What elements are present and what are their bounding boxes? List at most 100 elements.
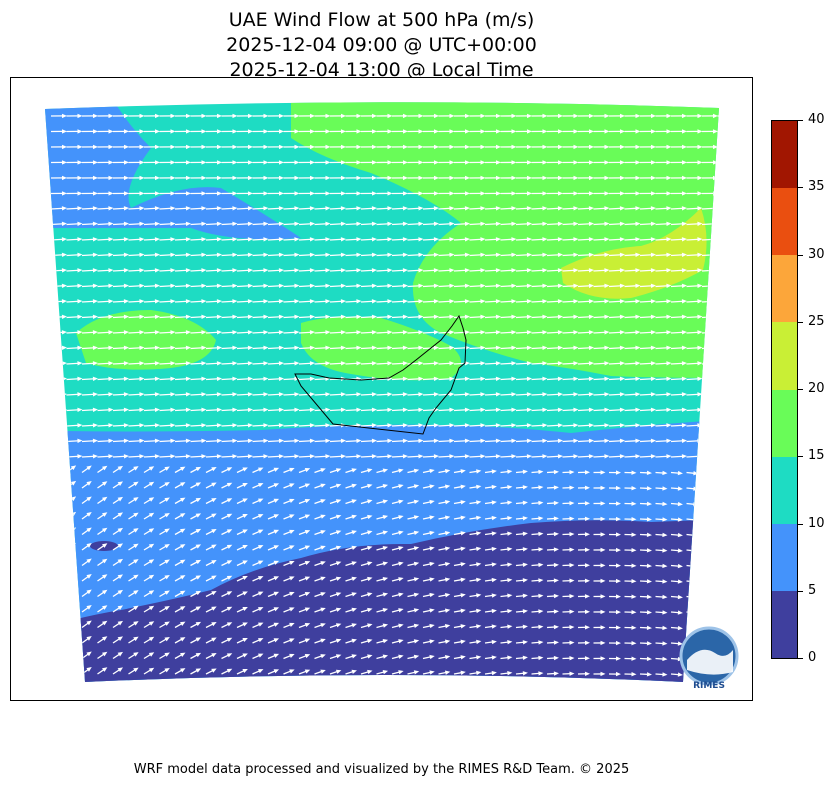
wind-arrow-shaft [252, 331, 266, 334]
wind-arrow-shaft [283, 378, 297, 381]
wind-arrow-shaft [453, 285, 468, 288]
wind-arrow-head [681, 221, 687, 227]
wind-arrow-shaft [593, 347, 607, 350]
wind-arrow-head [573, 438, 579, 444]
wind-arrow-head [604, 268, 610, 273]
wind-arrow-shaft [407, 223, 421, 226]
wind-arrow-shaft [66, 409, 80, 412]
wind-arrow-head [677, 672, 683, 677]
wind-arrow-head [247, 407, 253, 413]
wind-arrow-head [522, 609, 528, 614]
wind-arrow-head [460, 655, 466, 660]
wind-arrow-head [170, 314, 176, 320]
wind-arrow-head [526, 175, 532, 181]
wind-arrow-head [476, 562, 482, 567]
wind-arrow-head [444, 546, 451, 551]
wind-arrow-shaft [112, 455, 127, 458]
wind-arrow-head [429, 670, 435, 675]
wind-arrow-head [666, 392, 672, 397]
wind-arrow-shaft [205, 362, 220, 365]
wind-arrow-head [273, 638, 280, 643]
wind-arrow-head [677, 641, 683, 646]
wind-arrow-shaft [717, 300, 719, 303]
wind-arrow-shaft [531, 393, 545, 396]
wind-arrow-head [650, 221, 656, 227]
wind-arrow-head [211, 560, 217, 565]
wind-arrow-head [569, 562, 575, 568]
wind-arrow-shaft [686, 269, 700, 272]
wind-arrow-head [615, 501, 621, 506]
wind-arrow-head [635, 283, 641, 289]
wind-arrow-head [573, 221, 579, 227]
wind-arrow-head [433, 361, 439, 366]
wind-arrow-head [449, 330, 455, 335]
wind-arrow-head [522, 500, 528, 505]
wind-arrow-head [584, 501, 590, 506]
wind-arrow-shaft [376, 223, 390, 226]
wind-arrow-head [728, 191, 733, 195]
wind-arrow-head [444, 499, 451, 505]
wind-arrow-head [154, 376, 160, 382]
colorbar-segment [772, 456, 797, 524]
wind-arrow-shaft [174, 285, 189, 288]
wind-arrow-head [604, 252, 610, 258]
wind-arrow-head [650, 129, 656, 134]
wind-arrow-head [387, 392, 393, 397]
wind-arrow-shaft [298, 424, 313, 427]
wind-arrow-head [335, 638, 342, 643]
wind-arrow-shaft [66, 285, 80, 288]
wind-arrow-head [356, 330, 362, 335]
wind-arrow-head [650, 376, 656, 382]
wind-arrow-head [294, 160, 300, 165]
wind-arrow-shaft [143, 455, 158, 458]
wind-arrow-head [619, 252, 625, 258]
wind-arrow-shaft [562, 362, 576, 365]
wind-arrow-head [294, 454, 300, 459]
wind-arrow-shaft [252, 223, 266, 226]
wind-arrow-head [402, 237, 408, 242]
wind-arrow-head [263, 438, 269, 444]
wind-arrow-head [382, 515, 389, 520]
wind-arrow-head [619, 175, 625, 181]
wind-arrow-shaft [593, 300, 607, 303]
wind-arrow-head [77, 221, 83, 227]
wind-arrow-head [61, 144, 67, 150]
wind-arrow-head [139, 144, 145, 150]
wind-arrow-head [650, 252, 656, 258]
wind-arrow-head [600, 594, 606, 599]
rimes-logo: RIMES [679, 626, 739, 691]
wind-arrow-head [195, 482, 202, 487]
wind-arrow-shaft [717, 580, 719, 583]
wind-arrow-shaft [469, 238, 483, 241]
wind-arrow-head [164, 497, 170, 502]
wind-arrow-shaft [81, 409, 96, 412]
wind-arrow-head [263, 314, 269, 320]
wind-arrow-head [351, 561, 357, 566]
wind-arrow-head [444, 670, 451, 675]
wind-arrow-head [367, 576, 373, 582]
wind-arrow-head [340, 129, 346, 134]
wind-arrow-head [273, 467, 280, 472]
wind-arrow-head [588, 191, 594, 196]
wind-arrow-head [55, 480, 61, 486]
wind-arrow-head [491, 562, 497, 567]
wind-arrow-head [242, 653, 248, 658]
wind-arrow-head [495, 113, 501, 119]
wind-arrow-head [382, 592, 389, 597]
wind-arrow-head [232, 330, 238, 335]
wind-arrow-head [631, 486, 637, 491]
wind-arrow-head [340, 392, 346, 397]
wind-arrow-head [86, 620, 92, 626]
wind-arrow-head [340, 221, 346, 227]
wind-arrow-head [320, 483, 326, 488]
wind-arrow-head [226, 606, 233, 611]
wind-arrow-head [418, 423, 424, 428]
wind-arrow-head [273, 483, 280, 488]
wind-arrow-shaft [701, 440, 716, 443]
wind-arrow-head [635, 392, 641, 397]
wind-arrow-shaft [500, 409, 514, 412]
wind-arrow-head [247, 376, 253, 382]
wind-arrow-head [232, 423, 238, 428]
wind-arrow-shaft [236, 347, 251, 350]
wind-arrow-head [340, 283, 346, 289]
